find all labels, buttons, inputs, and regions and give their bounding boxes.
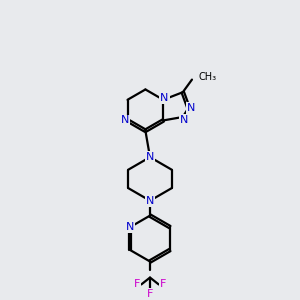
Text: N: N (126, 222, 134, 232)
Text: F: F (147, 289, 153, 299)
Text: F: F (134, 279, 140, 290)
Text: CH₃: CH₃ (198, 72, 217, 82)
Text: N: N (187, 103, 196, 113)
Text: N: N (146, 196, 154, 206)
Text: F: F (160, 279, 166, 290)
Text: N: N (146, 152, 154, 162)
Text: N: N (121, 116, 129, 125)
Text: N: N (160, 93, 169, 103)
Text: N: N (180, 115, 188, 125)
